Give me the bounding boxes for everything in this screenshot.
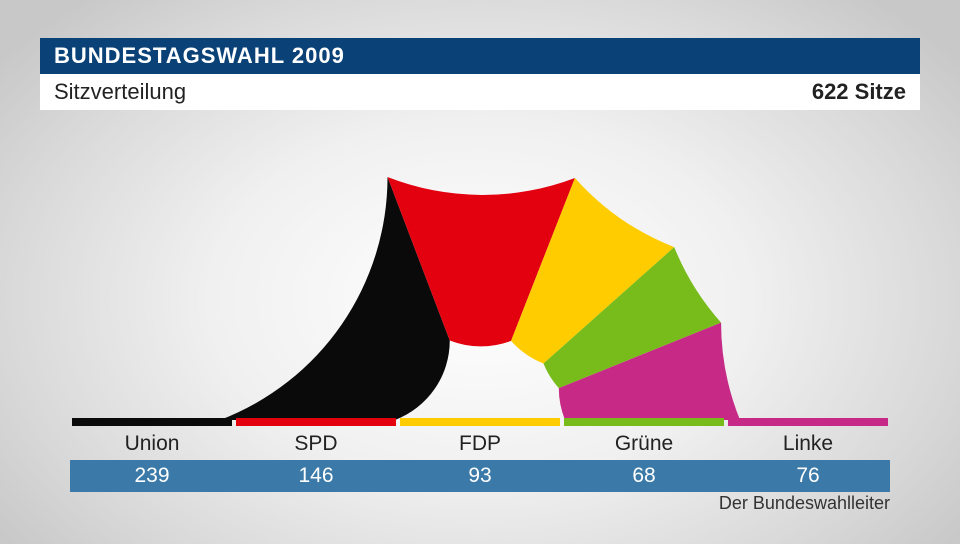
legend-color-linke: [726, 418, 890, 430]
legend-name-fdp: FDP: [398, 430, 562, 460]
source-label: Der Bundeswahlleiter: [719, 493, 890, 514]
legend-name-linke: Linke: [726, 430, 890, 460]
subheader-label: Sitzverteilung: [54, 79, 186, 105]
legend-value-union: 239: [70, 460, 234, 492]
legend-name-spd: SPD: [234, 430, 398, 460]
legend: UnionSPDFDPGrüneLinke 239146936876: [70, 418, 890, 492]
legend-value-fdp: 93: [398, 460, 562, 492]
legend-color-grüne: [562, 418, 726, 430]
legend-color-union: [70, 418, 234, 430]
legend-value-grüne: 68: [562, 460, 726, 492]
legend-name-union: Union: [70, 430, 234, 460]
subheader-total: 622 Sitze: [812, 79, 906, 105]
legend-color-bar: [728, 418, 888, 426]
legend-color-bar: [564, 418, 724, 426]
header-title: BUNDESTAGSWAHL 2009: [54, 43, 345, 69]
legend-value-spd: 146: [234, 460, 398, 492]
legend-name-grüne: Grüne: [562, 430, 726, 460]
stage: BUNDESTAGSWAHL 2009 Sitzverteilung 622 S…: [0, 0, 960, 544]
legend-color-bar: [400, 418, 560, 426]
legend-color-row: [70, 418, 890, 430]
hemicycle-svg: [0, 120, 960, 420]
legend-color-fdp: [398, 418, 562, 430]
subheader-band: Sitzverteilung 622 Sitze: [40, 74, 920, 110]
legend-color-bar: [72, 418, 232, 426]
legend-color-spd: [234, 418, 398, 430]
header-band: BUNDESTAGSWAHL 2009: [40, 38, 920, 74]
legend-value-row: 239146936876: [70, 460, 890, 492]
legend-name-row: UnionSPDFDPGrüneLinke: [70, 430, 890, 460]
legend-value-linke: 76: [726, 460, 890, 492]
hemicycle-chart: [0, 120, 960, 420]
legend-color-bar: [236, 418, 396, 426]
